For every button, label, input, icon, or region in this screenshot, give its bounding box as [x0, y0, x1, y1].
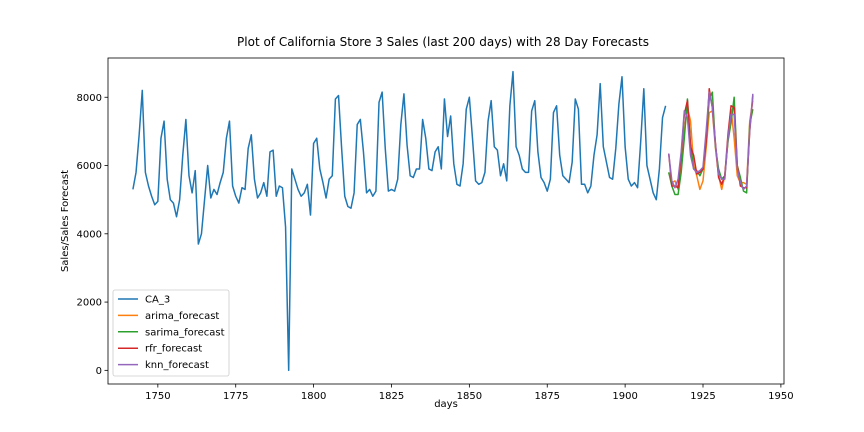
chart-title: Plot of California Store 3 Sales (last 2…: [237, 35, 649, 49]
x-axis-label: days: [434, 399, 458, 410]
series-line-CA_3: [132, 70, 667, 372]
x-tick-label: 1875: [535, 391, 560, 402]
y-tick-label: 6000: [77, 161, 102, 172]
x-tick-label: 1850: [457, 391, 482, 402]
plot-lines: [132, 70, 754, 372]
x-tick-label: 1925: [690, 391, 715, 402]
legend-label: rfr_forecast: [145, 344, 202, 355]
x-tick-label: 1750: [145, 391, 170, 402]
x-tick-label: 1800: [301, 391, 326, 402]
legend-label: knn_forecast: [145, 360, 209, 371]
x-tick-label: 1775: [223, 391, 248, 402]
legend-label: sarima_forecast: [145, 327, 225, 338]
x-tick-label: 1950: [768, 391, 793, 402]
x-axis: 1750 1775 1800 1825 1850 1875 1900 1925 1950: [145, 384, 794, 402]
y-axis-label: Sales/Sales Forecast: [60, 170, 71, 272]
y-tick-label: 2000: [77, 298, 102, 309]
y-tick-label: 0: [96, 366, 102, 377]
x-tick-label: 1825: [379, 391, 404, 402]
y-axis: 0 2000 4000 6000 8000: [77, 93, 108, 377]
legend-box: [112, 289, 230, 377]
legend: CA_3 arima_forecast sarima_forecast rfr_for…: [112, 289, 230, 377]
series-line-knn_forecast: [667, 91, 754, 191]
y-tick-label: 4000: [77, 229, 102, 240]
y-tick-label: 8000: [77, 93, 102, 104]
x-tick-label: 1900: [612, 391, 637, 402]
legend-label: CA_3: [145, 295, 170, 306]
legend-label: arima_forecast: [145, 311, 219, 322]
axes-frame: [107, 57, 785, 385]
